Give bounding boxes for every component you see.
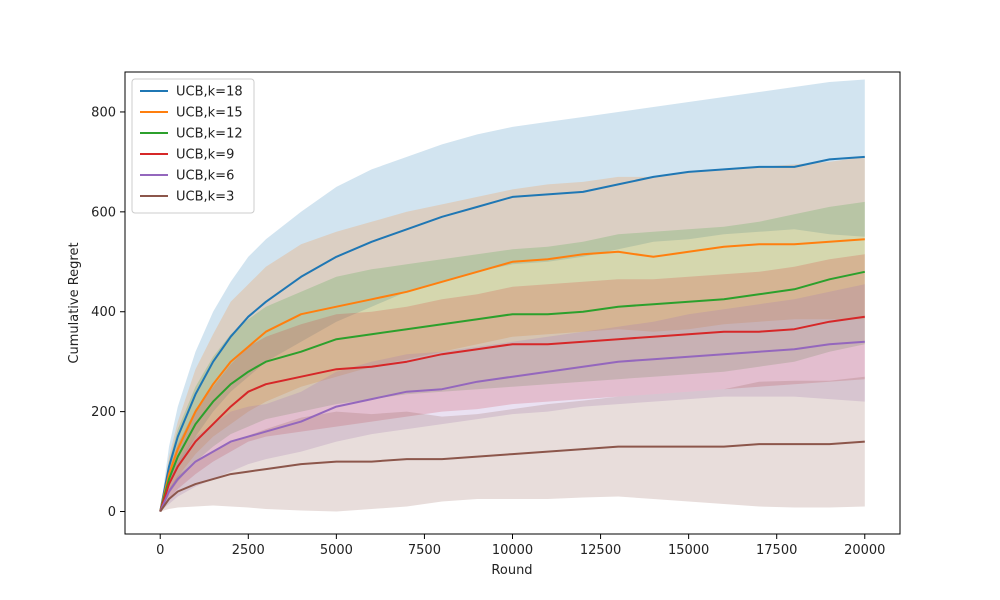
band-ucb-k-15 [160,156,865,512]
band-ucb-k-6 [160,284,865,512]
x-tick-label: 2500 [232,543,265,558]
x-tick-label: 0 [156,543,164,558]
line-ucb-k-6 [159,340,865,512]
x-tick-label: 12500 [580,543,621,558]
line-ucb-k-12 [159,270,866,512]
legend-label-ucb-k-3: UCB,k=3 [176,190,234,205]
y-axis-label: Cumulative Regret [67,242,82,363]
y-tick-label: 200 [91,405,116,420]
band-ucb-k-3 [160,376,865,512]
confidence-bands [160,79,865,512]
band-ucb-k-12 [160,201,865,512]
x-axis-label: Round [491,563,532,578]
y-tick-label: 400 [91,305,116,320]
line-ucb-k-15 [159,238,865,512]
legend-label-ucb-k-6: UCB,k=6 [176,169,234,184]
line-ucb-k-3 [159,440,865,513]
series-lines [159,155,866,513]
x-tick-label: 10000 [492,543,533,558]
line-ucb-k-18 [159,155,865,512]
x-tick-label: 5000 [320,543,353,558]
band-ucb-k-9 [160,254,865,512]
y-tick-label: 600 [91,205,116,220]
x-tick-label: 20000 [844,543,885,558]
x-axis-ticks: 0 2500 5000 7500 10000 12500 15000 17500 20000 [156,534,885,558]
legend: UCB,k=18 UCB,k=15 UCB,k=12 UCB,k=9 UCB,k=6 UC… [131,78,255,214]
legend-label-ucb-k-18: UCB,k=18 [176,85,243,100]
y-tick-label: 0 [108,505,116,520]
legend-label-ucb-k-15: UCB,k=15 [176,106,243,121]
legend-label-ucb-k-9: UCB,k=9 [176,148,234,163]
x-tick-label: 17500 [756,543,797,558]
legend-label-ucb-k-12: UCB,k=12 [176,127,243,142]
y-axis-ticks: 0 200 400 600 800 [91,105,125,520]
band-ucb-k-18 [160,79,865,512]
y-tick-label: 800 [91,105,116,120]
x-tick-label: 7500 [408,543,441,558]
line-ucb-k-9 [159,315,865,512]
x-tick-label: 15000 [668,543,709,558]
